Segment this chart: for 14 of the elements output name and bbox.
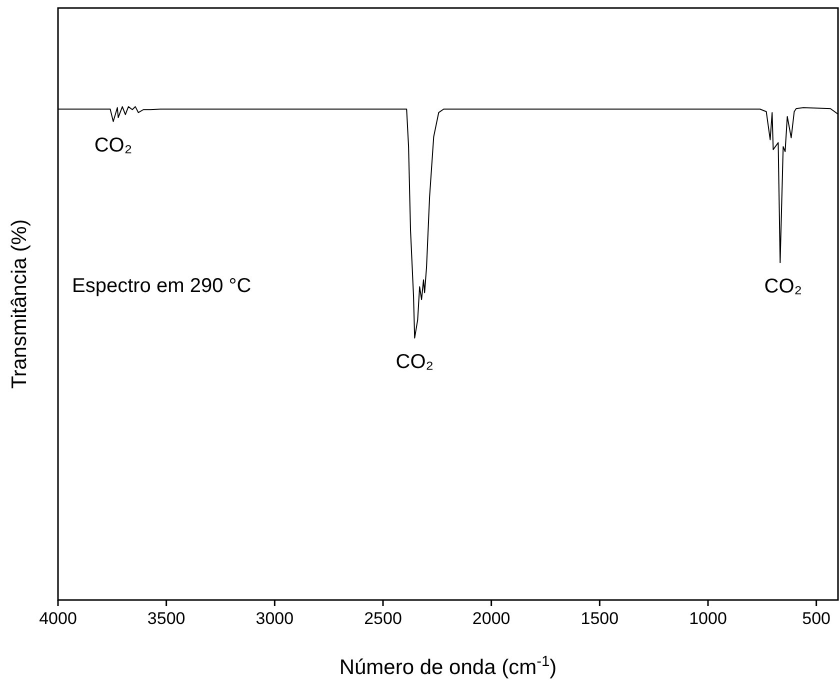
annotation: Espectro em 290 °C — [72, 275, 252, 298]
x-tick-label: 3500 — [147, 609, 186, 628]
x-tick-label: 1500 — [580, 609, 619, 628]
x-tick-label: 2000 — [472, 609, 510, 628]
x-tick-label: 2500 — [364, 609, 402, 628]
x-axis-title: Número de onda (cm$^{-1}$) — [339, 654, 557, 679]
x-tick-label: 3000 — [256, 609, 294, 628]
annotation: CO₂ — [94, 134, 132, 156]
annotation: CO₂ — [764, 276, 802, 298]
x-tick-label: 4000 — [39, 609, 77, 628]
y-axis-title: Transmitância (%) — [8, 219, 31, 389]
x-tick-label: 1000 — [689, 609, 727, 628]
x-tick-label: 500 — [802, 609, 831, 628]
annotation: CO₂ — [396, 351, 434, 374]
